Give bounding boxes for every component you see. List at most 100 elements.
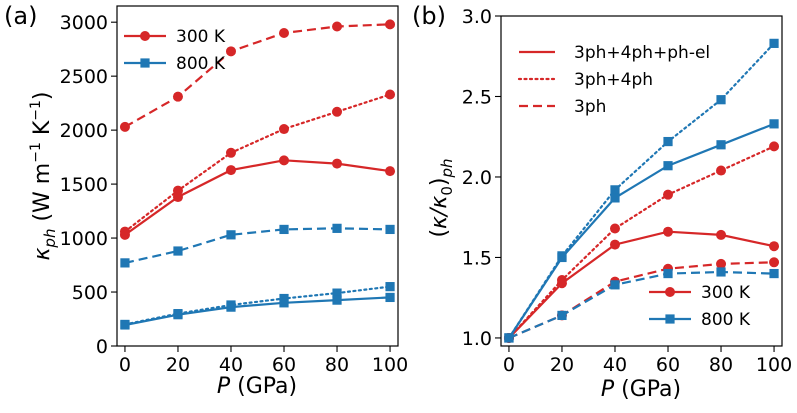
panel-a-ytick-label: 1000 (60, 228, 108, 250)
legend-entry: 300 K (124, 27, 226, 47)
data-point (226, 230, 236, 240)
legend-entry: 3ph+4ph+ph-el (519, 43, 710, 63)
panel-a-xtick-label: 40 (219, 354, 243, 376)
data-point (226, 302, 236, 312)
series-300-k-3ph-4ph (119, 89, 396, 237)
panel-a-ytick-label: 3000 (60, 12, 108, 34)
data-point (120, 320, 130, 330)
series-line (508, 230, 775, 339)
data-point (119, 229, 130, 240)
panel-b-ytick-label: 1.5 (462, 247, 492, 269)
data-point (279, 27, 290, 38)
data-point (385, 166, 396, 177)
panel-a-ytick-label: 2500 (60, 66, 108, 88)
data-point (716, 267, 726, 277)
legend-marker (140, 58, 150, 68)
data-point (173, 310, 183, 320)
data-point (716, 95, 726, 105)
data-point (663, 226, 674, 237)
data-point (610, 185, 620, 195)
data-point (119, 121, 130, 132)
data-point (769, 241, 780, 252)
data-point (385, 282, 395, 292)
data-point (332, 288, 342, 298)
panel-b-legend-temps: 300 K 800 K (649, 283, 751, 330)
data-point (332, 223, 342, 233)
data-point (663, 161, 673, 171)
legend-entry: 300 K (649, 283, 751, 303)
legend-entry: 800 K (649, 310, 751, 330)
legend-entry: 3ph (519, 97, 606, 117)
series-800-k-3ph (504, 267, 779, 343)
panel-b-xtick-label: 40 (603, 354, 627, 376)
panel-b-legend-styles: 3ph+4ph+ph-el 3ph+4ph 3ph (517, 43, 710, 117)
data-point (225, 46, 236, 57)
data-point (769, 141, 780, 152)
data-point (557, 252, 567, 263)
data-point (120, 258, 130, 268)
data-point (556, 278, 567, 289)
legend-marker (665, 287, 675, 297)
panel-b-xlabel: P (GPa) (601, 377, 681, 402)
legend-label: 3ph+4ph (574, 70, 653, 90)
data-point (225, 147, 236, 158)
data-point (663, 136, 673, 147)
series-line (124, 296, 391, 327)
series-line (123, 93, 392, 233)
series-line (124, 227, 391, 264)
series-800-k-3ph (120, 223, 395, 268)
panel-a-ytick-label: 0 (96, 336, 108, 358)
series-line (124, 23, 391, 128)
data-point (173, 246, 183, 256)
panel-a-ytick-label: 1500 (60, 174, 108, 196)
series-800-k-3ph-4ph-ph-el (504, 119, 779, 343)
data-point (663, 268, 673, 279)
data-point (769, 268, 779, 279)
legend-label: 300 K (176, 27, 226, 47)
data-point (332, 295, 342, 305)
legend-entry: 800 K (124, 54, 226, 74)
data-point (609, 223, 620, 234)
panel-a-ytick-label: 2000 (60, 120, 108, 142)
legend-entry: 3ph+4ph (517, 70, 653, 90)
panel-a-xlabel: P (GPa) (217, 374, 297, 399)
data-point (332, 106, 343, 117)
panel-a-label: (a) (4, 2, 37, 30)
panel-a-frame (116, 5, 399, 347)
legend-label: 300 K (701, 283, 751, 303)
data-point (332, 158, 343, 169)
data-point (225, 165, 236, 176)
panel-b-ytick-label: 2.5 (462, 86, 492, 108)
panel-a-ytick-label: 500 (72, 282, 108, 304)
data-point (385, 19, 396, 30)
legend-marker (665, 314, 675, 324)
panel-a-xtick-label: 60 (272, 354, 296, 376)
data-point (279, 298, 289, 308)
data-point (716, 165, 727, 176)
panel-b-xtick-label: 0 (503, 354, 515, 376)
panel-a-ylabel: κph (W m−1 K−1) (28, 91, 59, 260)
panel-b-label: (b) (412, 2, 446, 30)
data-point (716, 140, 726, 150)
panel-b-xtick-label: 100 (756, 354, 792, 376)
panel-a-xtick-label: 20 (166, 354, 190, 376)
series-line (124, 159, 391, 236)
series-300-k-3ph (119, 19, 396, 132)
panel-a-xtick-label: 100 (372, 354, 408, 376)
series-line (507, 145, 776, 340)
series-line (508, 270, 775, 340)
data-point (172, 192, 183, 203)
panel-b-series (503, 38, 780, 343)
panel-b-ytick-label: 2.0 (462, 167, 492, 189)
data-point (279, 155, 290, 166)
panel-a-xtick-label: 0 (119, 354, 131, 376)
data-point (385, 292, 395, 303)
data-point (610, 193, 620, 203)
data-point (769, 119, 779, 129)
panel-b-ticks: 0 20 40 60 80 100 1.0 1.5 2.0 2.5 3.0 (462, 6, 792, 376)
panel-b-xtick-label: 20 (550, 354, 574, 376)
legend-label: 3ph+4ph+ph-el (574, 43, 710, 63)
